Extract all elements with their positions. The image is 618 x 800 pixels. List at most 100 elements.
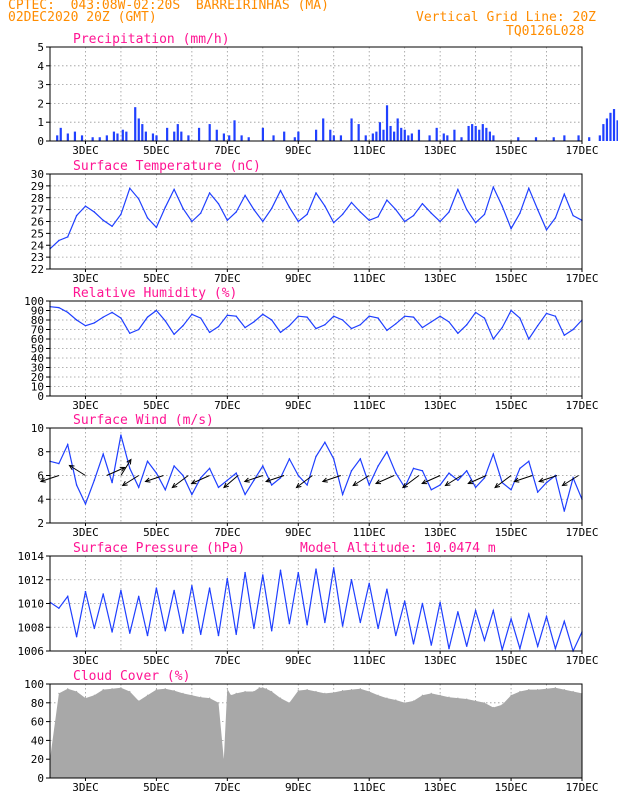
panel-0: 0 1 2 3 4 5 3DEC 5DEC 7DEC 9DEC 11DEC 13DEC 15DEC 17D… (37, 32, 618, 157)
series-point (430, 644, 432, 646)
precip-bar (187, 135, 190, 141)
y-tick-label: 50 (31, 343, 44, 356)
series-point (501, 649, 503, 651)
series-point (58, 306, 60, 309)
series-point (191, 493, 193, 496)
series-point (200, 212, 202, 214)
series-point (324, 205, 326, 207)
cloud-area (50, 687, 582, 778)
precip-bar (467, 125, 470, 141)
series-point (412, 643, 415, 645)
wind-arrow-head (561, 481, 568, 487)
x-tick-label: 5DEC (143, 781, 170, 794)
series-point (84, 503, 87, 505)
precip-bar (134, 107, 137, 141)
cloud-point (102, 689, 104, 691)
cloud-point (537, 689, 539, 691)
x-tick-label: 13DEC (424, 654, 457, 667)
series-point (377, 627, 379, 630)
precip-bar (612, 109, 616, 141)
y-tick-label: 60 (31, 716, 44, 729)
series-point (217, 634, 220, 637)
series-point (173, 589, 175, 592)
precip-bar (460, 137, 463, 141)
precip-bar (400, 127, 403, 141)
precip-bar (488, 131, 491, 141)
series-point (439, 484, 441, 486)
precip-bar (233, 120, 236, 141)
wind-arrow (352, 475, 370, 486)
series-point (75, 319, 78, 321)
y-tick-label: 90 (31, 305, 44, 318)
series-point (208, 192, 211, 194)
series-point (510, 227, 512, 230)
series-point (466, 470, 468, 472)
series-point (386, 451, 388, 453)
y-tick-label: 60 (31, 333, 44, 346)
cloud-point (217, 702, 220, 704)
series-point (164, 206, 166, 208)
series-point (341, 625, 344, 627)
wind-arrow-head (538, 477, 545, 483)
cloud-point (209, 697, 211, 699)
x-tick-label: 13DEC (424, 526, 457, 539)
cloud-point (235, 692, 237, 695)
series-point (111, 311, 113, 314)
cloud-point (265, 688, 267, 690)
series-point (315, 327, 317, 330)
precip-bar (588, 137, 591, 141)
series-point (84, 325, 87, 327)
series-point (120, 434, 122, 436)
y-tick-label: 4 (37, 493, 44, 506)
precip-bar (474, 125, 477, 141)
series-point (545, 481, 548, 484)
cloud-point (173, 689, 175, 692)
cloud-point (501, 704, 503, 706)
series-point (75, 484, 78, 486)
series-point (164, 489, 166, 491)
series-point (297, 315, 299, 317)
precip-bar (563, 135, 566, 141)
series-point (129, 332, 131, 334)
cloud-point (93, 694, 95, 696)
series-point (466, 208, 468, 211)
series-point (536, 208, 539, 211)
series-point (466, 645, 468, 647)
series-point (563, 193, 565, 195)
series-point (270, 484, 273, 486)
cloud-point (377, 694, 379, 696)
x-tick-label: 17DEC (565, 654, 598, 667)
series-point (226, 479, 229, 481)
series-point (341, 319, 344, 321)
x-tick-label: 3DEC (72, 526, 99, 539)
series-point (395, 634, 397, 637)
series-point (253, 479, 255, 481)
precip-bar (616, 120, 618, 141)
series-point (306, 316, 308, 318)
series-point (315, 568, 317, 570)
series-point (155, 309, 158, 312)
series-point (403, 220, 406, 223)
y-tick-label: 29 (31, 180, 44, 193)
cloud-point (258, 687, 260, 689)
series-point (430, 321, 432, 323)
x-tick-label: 7DEC (214, 399, 241, 412)
series-point (536, 491, 539, 493)
precip-bar (577, 135, 580, 141)
series-point (182, 207, 184, 210)
series-point (315, 192, 317, 194)
series-point (137, 595, 140, 598)
series-point (262, 313, 264, 315)
series-point (510, 309, 512, 312)
series-point (412, 214, 415, 217)
precip-bar (228, 135, 231, 141)
cloud-point (324, 692, 326, 695)
precip-bar (378, 122, 382, 141)
series-point (244, 493, 246, 496)
precip-bar (180, 131, 183, 141)
panel-5: 0 20 40 60 80 100 3DEC 5DEC 7DEC 9DEC 11DEC 13DEC 15… (24, 669, 598, 794)
panel-title: Surface Temperature (nC) (73, 159, 261, 174)
precip-bar (396, 118, 399, 141)
y-tick-label: 5 (37, 41, 44, 54)
precip-bar (428, 135, 431, 141)
